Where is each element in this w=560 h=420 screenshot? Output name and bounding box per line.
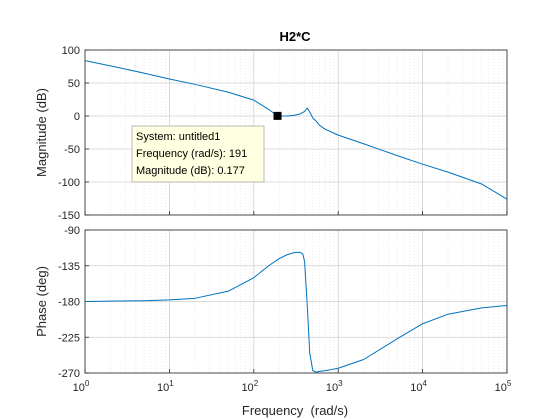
y-tick-label: 100 (62, 45, 80, 57)
y-tick-label: -270 (58, 368, 80, 380)
datatip-line: Magnitude (dB): 0.177 (136, 165, 245, 177)
x-tick-label: 100 (73, 379, 90, 394)
y-tick-label: -90 (64, 225, 80, 237)
phase-y-axis-label: Phase (deg) (34, 266, 49, 337)
y-tick-label: -180 (58, 297, 80, 309)
magnitude-panel: 100 50 0 -50 -100 -150 Magnitude (dB) (34, 45, 508, 222)
x-tick-label: 101 (157, 379, 174, 394)
y-tick-label: -150 (58, 210, 80, 222)
y-tick-label: 50 (68, 78, 80, 90)
phase-series-line (85, 251, 507, 373)
x-axis-label: Frequency (rad/s) (242, 403, 348, 418)
datatip-marker[interactable] (273, 111, 282, 120)
y-tick-label: -50 (64, 144, 80, 156)
y-tick-label: -135 (58, 261, 80, 273)
datatip: System: untitled1 Frequency (rad/s): 191 M… (131, 111, 282, 183)
y-tick-label: -100 (58, 177, 80, 189)
x-tick-label: 103 (326, 379, 343, 394)
y-tick-label: 0 (74, 111, 80, 123)
datatip-line: Frequency (rad/s): 191 (136, 148, 247, 160)
x-tick-label: 105 (495, 379, 512, 394)
datatip-line: System: untitled1 (136, 131, 220, 143)
datatip-box (131, 125, 265, 183)
phase-panel: -90 -135 -180 -225 -270 Phase (deg) 100 101 102 1… (34, 225, 512, 394)
magnitude-y-axis-label: Magnitude (dB) (34, 88, 49, 177)
x-tick-label: 104 (410, 379, 427, 394)
chart-title: H2*C (279, 29, 311, 44)
y-tick-label: -225 (58, 332, 80, 344)
magnitude-series-line (85, 60, 507, 200)
x-tick-label: 102 (241, 379, 258, 394)
magnitude-axes-box (84, 49, 508, 216)
